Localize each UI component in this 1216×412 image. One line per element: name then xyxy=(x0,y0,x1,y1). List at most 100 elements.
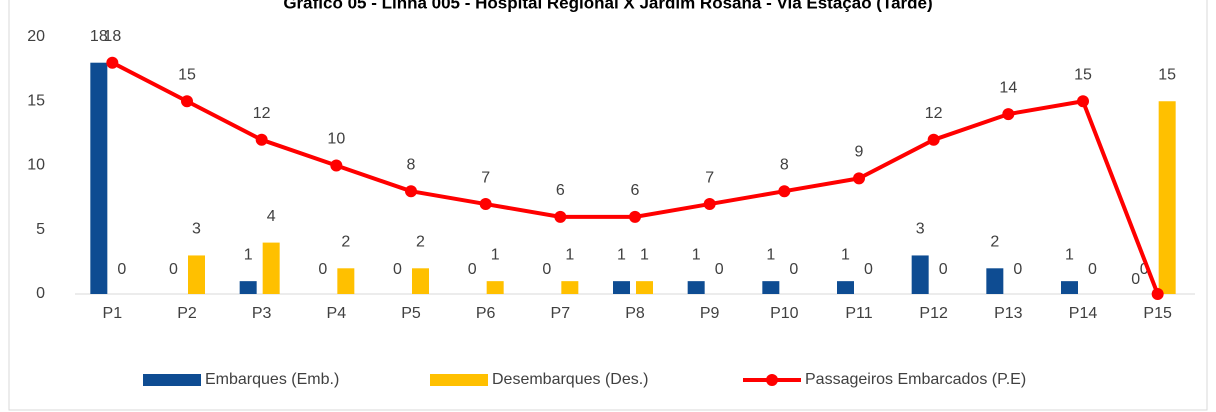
data-label: 3 xyxy=(192,221,201,238)
y-tick-label: 5 xyxy=(36,221,45,238)
data-label: 7 xyxy=(705,169,714,186)
data-label: 2 xyxy=(990,234,999,251)
x-tick-label: P3 xyxy=(252,305,272,322)
x-tick-label: P4 xyxy=(327,305,347,322)
data-label: 12 xyxy=(253,105,271,122)
line-marker xyxy=(853,172,865,185)
data-label: 0 xyxy=(1131,271,1140,288)
bar xyxy=(762,281,780,294)
line-marker xyxy=(554,210,567,223)
line-marker xyxy=(255,133,268,146)
data-label: 1 xyxy=(692,246,701,263)
x-tick-label: P7 xyxy=(551,305,571,322)
bar xyxy=(1061,281,1078,294)
data-label: 0 xyxy=(939,261,948,278)
data-label: 1 xyxy=(491,246,500,263)
legend-swatch xyxy=(766,374,778,386)
bar xyxy=(687,281,705,294)
data-label: 1 xyxy=(640,246,649,263)
line-marker xyxy=(927,133,940,146)
legend-label: Embarques (Emb.) xyxy=(205,371,339,388)
data-label: 4 xyxy=(267,208,276,225)
data-label: 0 xyxy=(1140,261,1149,278)
data-label: 18 xyxy=(103,28,121,45)
line-marker xyxy=(629,210,641,223)
data-label: 1 xyxy=(766,246,775,263)
line-marker xyxy=(1002,108,1015,121)
bar xyxy=(911,255,929,294)
x-tick-label: P6 xyxy=(476,305,496,322)
bar xyxy=(1158,101,1176,294)
data-label: 9 xyxy=(855,144,864,161)
data-label: 1 xyxy=(244,246,253,263)
chart-frame xyxy=(8,0,1208,411)
data-label: 0 xyxy=(1013,261,1022,278)
bar xyxy=(636,281,653,294)
legend-label: Passageiros Embarcados (P.E) xyxy=(805,371,1026,388)
data-label: 3 xyxy=(916,221,925,238)
line-marker xyxy=(181,95,193,108)
x-tick-label: P10 xyxy=(770,305,799,322)
data-label: 2 xyxy=(341,234,350,251)
data-label: 0 xyxy=(864,261,873,278)
bar xyxy=(188,255,205,294)
chart-title: Gráfico 05 - Linha 005 - Hospital Region… xyxy=(283,0,932,12)
legend-label: Desembarques (Des.) xyxy=(492,371,649,388)
legend-swatch xyxy=(143,374,201,386)
line-marker xyxy=(106,56,119,69)
data-label: 18 xyxy=(90,28,108,45)
bar xyxy=(613,281,630,294)
line-marker xyxy=(330,159,343,172)
x-tick-label: P12 xyxy=(919,305,948,322)
data-label: 10 xyxy=(327,131,345,148)
bar xyxy=(837,281,854,294)
bar xyxy=(486,281,504,294)
x-tick-label: P8 xyxy=(625,305,645,322)
data-label: 2 xyxy=(416,234,425,251)
data-label: 0 xyxy=(542,261,551,278)
data-label: 15 xyxy=(1074,66,1092,83)
line-marker xyxy=(405,185,417,198)
legend-swatch xyxy=(430,374,488,386)
bar xyxy=(561,281,579,294)
data-label: 8 xyxy=(407,156,416,173)
data-label: 15 xyxy=(178,66,196,83)
x-tick-label: P11 xyxy=(845,305,872,322)
bar xyxy=(337,268,355,294)
y-tick-label: 15 xyxy=(27,92,45,109)
data-label: 15 xyxy=(1158,66,1176,83)
line-marker xyxy=(479,198,492,211)
y-tick-label: 20 xyxy=(27,28,45,45)
line-marker xyxy=(778,185,791,198)
data-label: 8 xyxy=(780,156,789,173)
data-label: 1 xyxy=(841,246,850,263)
x-tick-label: P13 xyxy=(994,305,1023,322)
bar xyxy=(90,62,108,295)
data-label: 7 xyxy=(481,169,490,186)
data-label: 1 xyxy=(1065,246,1074,263)
x-tick-label: P2 xyxy=(177,305,197,322)
data-label: 0 xyxy=(789,261,798,278)
bar xyxy=(986,268,1004,294)
x-tick-label: P14 xyxy=(1069,305,1098,322)
data-label: 6 xyxy=(556,182,565,199)
y-tick-label: 10 xyxy=(27,157,45,174)
data-label: 0 xyxy=(1088,261,1097,278)
y-tick-label: 0 xyxy=(36,285,45,302)
data-label: 1 xyxy=(565,246,574,263)
data-label: 12 xyxy=(925,105,943,122)
x-tick-label: P5 xyxy=(401,305,421,322)
data-label: 0 xyxy=(393,261,402,278)
line-marker xyxy=(1077,95,1089,108)
line-marker xyxy=(703,198,716,211)
data-label: 1 xyxy=(617,246,626,263)
data-label: 0 xyxy=(169,261,178,278)
data-label: 0 xyxy=(318,261,327,278)
bar xyxy=(412,268,429,294)
x-tick-label: P1 xyxy=(103,305,123,322)
data-label: 6 xyxy=(631,182,640,199)
data-label: 0 xyxy=(468,261,477,278)
data-label: 0 xyxy=(715,261,724,278)
bar xyxy=(262,242,280,294)
